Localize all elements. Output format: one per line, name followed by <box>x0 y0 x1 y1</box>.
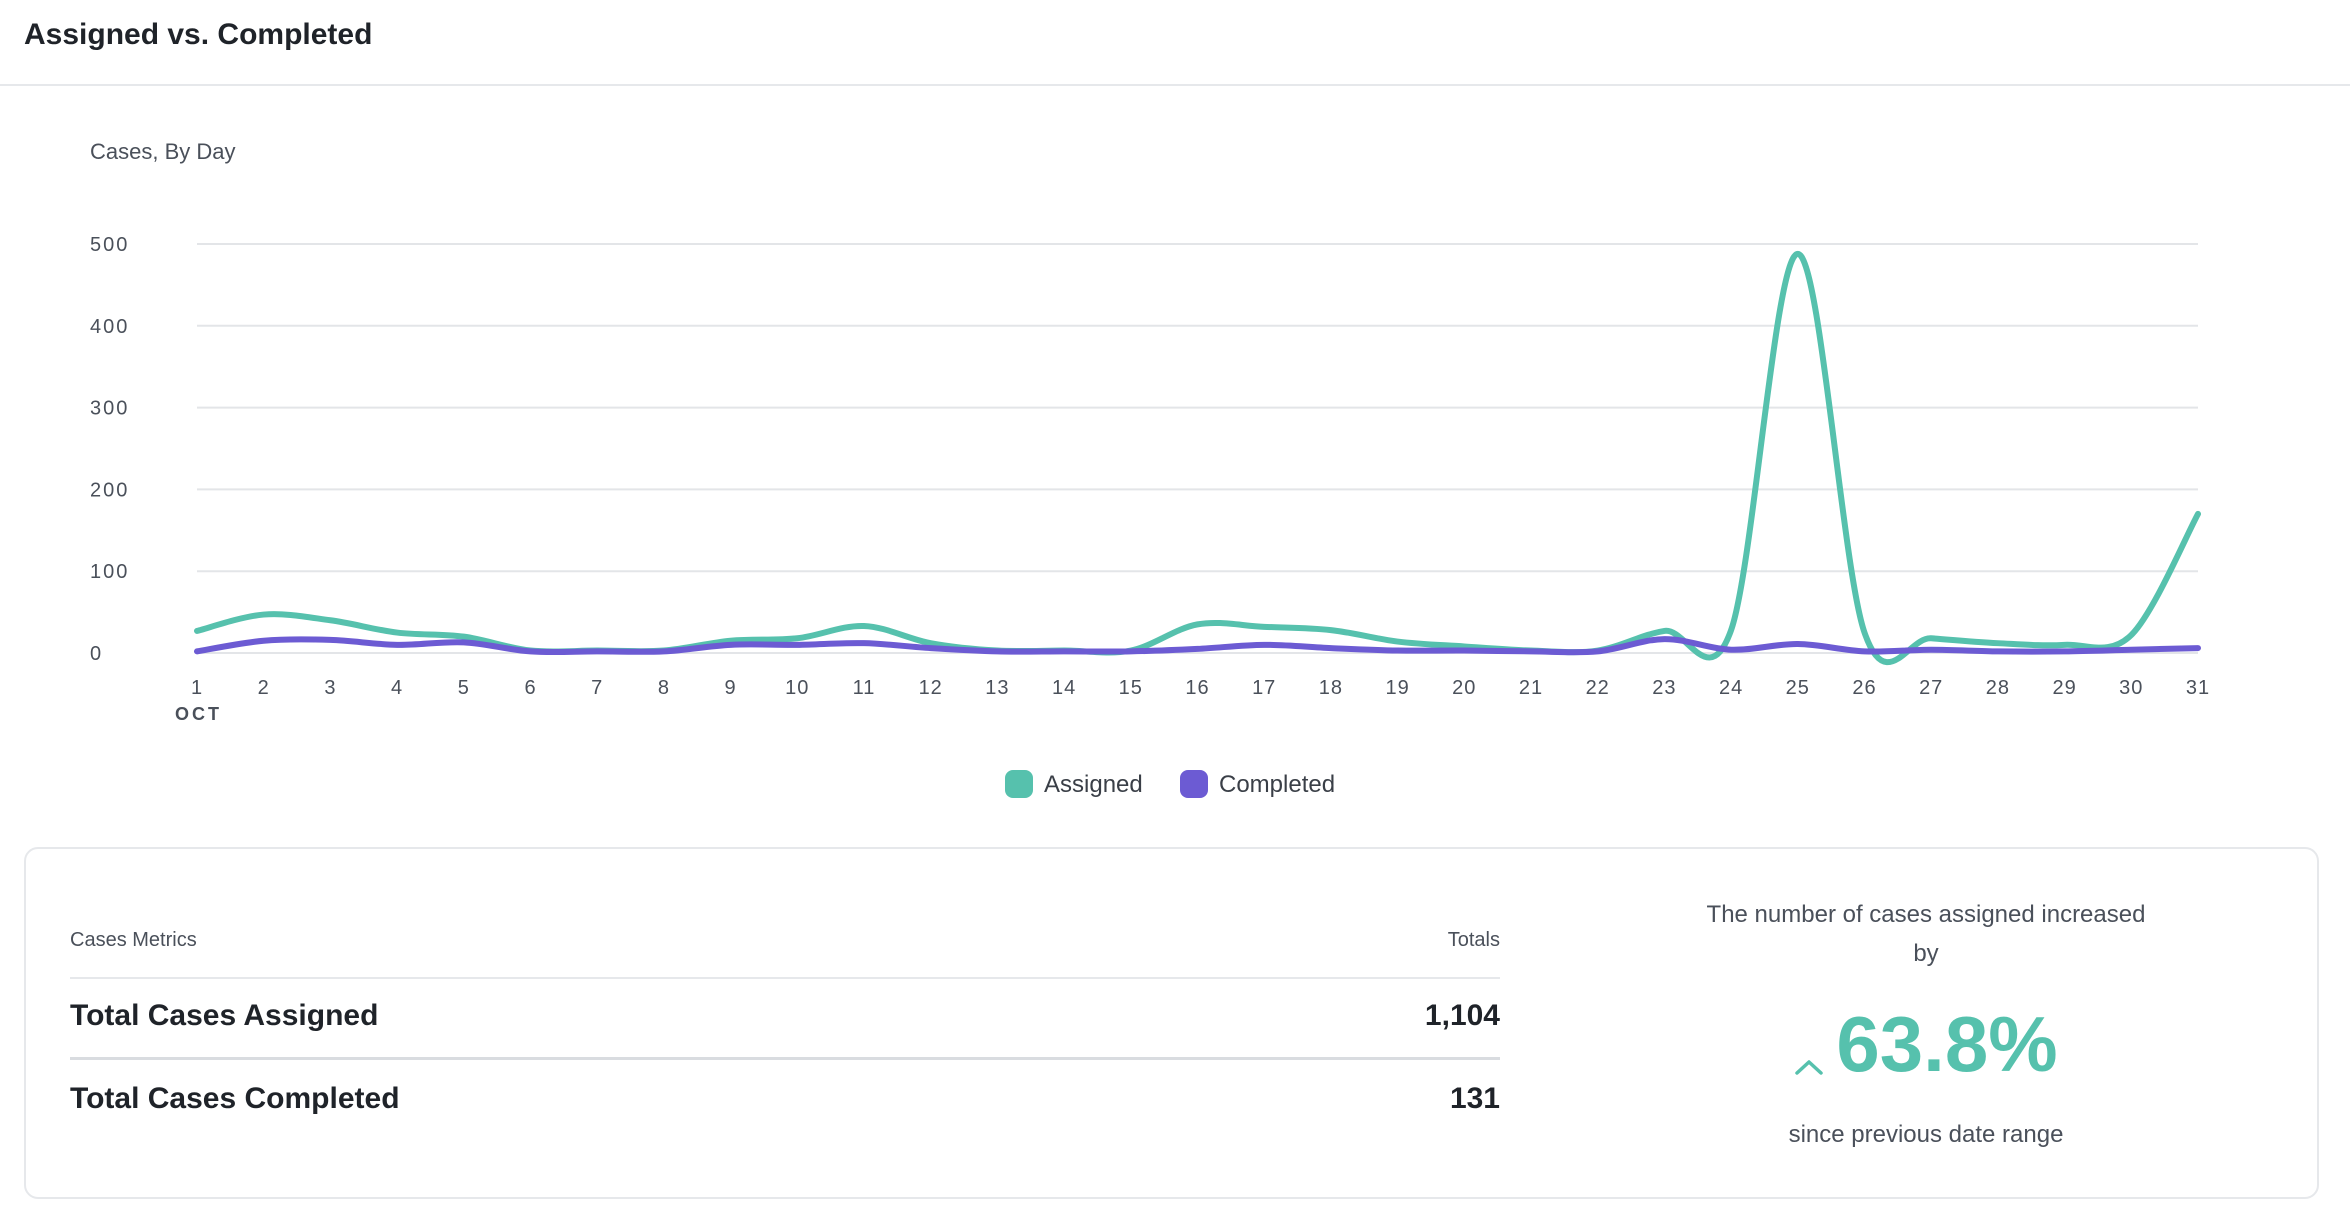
percent-change: 63.8% <box>1656 999 2196 1095</box>
x-tick-label: 14 <box>1052 677 1076 699</box>
x-tick-label: 26 <box>1852 677 1876 699</box>
legend-label: Completed <box>1219 771 1335 798</box>
x-tick-label: 15 <box>1119 677 1143 699</box>
y-tick-label: 300 <box>90 398 129 420</box>
x-tick-label: 30 <box>2119 677 2143 699</box>
x-tick-label: 17 <box>1252 677 1276 699</box>
x-tick-label: 19 <box>1385 677 1409 699</box>
x-axis-month-label: OCT <box>175 704 222 724</box>
metric-value: 1,104 <box>1424 999 1500 1032</box>
caret-up-icon <box>1794 1005 1824 1095</box>
column-header-metric: Cases Metrics <box>70 929 197 951</box>
x-tick-label: 28 <box>1986 677 2010 699</box>
y-tick-label: 500 <box>90 234 129 256</box>
y-tick-label: 200 <box>90 479 129 501</box>
chart-title: Cases, By Day <box>90 139 236 164</box>
metric-value: 131 <box>1449 1082 1500 1115</box>
legend-swatch <box>1005 770 1033 798</box>
metric-label: Total Cases Assigned <box>70 999 379 1032</box>
insight-text: The number of cases assigned increased b… <box>1656 895 2196 973</box>
x-tick-label: 5 <box>458 677 470 699</box>
y-tick-label: 100 <box>90 561 129 583</box>
insight-line-1: The number of cases assigned increased <box>1706 901 2146 928</box>
x-tick-label: 8 <box>658 677 670 699</box>
legend-label: Assigned <box>1044 771 1143 798</box>
series-line-assigned <box>194 250 2201 665</box>
x-tick-label: 18 <box>1319 677 1343 699</box>
x-tick-label: 4 <box>391 677 403 699</box>
x-tick-label: 21 <box>1519 677 1543 699</box>
x-tick-label: 31 <box>2186 677 2210 699</box>
series-line-completed <box>194 636 2201 656</box>
x-tick-label: 13 <box>985 677 1009 699</box>
x-tick-label: 7 <box>591 677 603 699</box>
metrics-table-header: Cases Metrics Totals <box>70 929 1500 979</box>
x-tick-label: 1 <box>191 677 203 699</box>
y-tick-label: 400 <box>90 316 129 338</box>
x-tick-label: 29 <box>2052 677 2076 699</box>
metrics-card: Cases Metrics Totals Total Cases Assigne… <box>24 847 2319 1199</box>
x-tick-label: 9 <box>725 677 737 699</box>
x-tick-label: 27 <box>1919 677 1943 699</box>
x-tick-label: 22 <box>1586 677 1610 699</box>
table-row: Total Cases Assigned 1,104 <box>70 977 1500 1060</box>
x-tick-label: 2 <box>258 677 270 699</box>
line-chart-container: Cases, By Day 0 100 200 300 400 500 1 2 3 4 5 6 7 8 9 10… <box>0 86 2350 826</box>
x-tick-label: 10 <box>785 677 809 699</box>
x-tick-label: 24 <box>1719 677 1743 699</box>
x-tick-label: 3 <box>324 677 336 699</box>
page-title: Assigned vs. Completed <box>24 18 373 51</box>
x-tick-label: 12 <box>919 677 943 699</box>
y-tick-label: 0 <box>90 643 103 665</box>
x-tick-label: 6 <box>524 677 536 699</box>
x-tick-label: 11 <box>853 677 876 699</box>
table-row: Total Cases Completed 131 <box>70 1060 1500 1140</box>
metric-label: Total Cases Completed <box>70 1082 400 1115</box>
x-tick-label: 23 <box>1652 677 1676 699</box>
card-header: Assigned vs. Completed <box>0 0 2350 86</box>
percent-value: 63.8% <box>1836 1000 2058 1088</box>
since-previous-label: since previous date range <box>1788 1121 2064 1148</box>
x-tick-label: 16 <box>1185 677 1209 699</box>
x-tick-label: 25 <box>1786 677 1810 699</box>
insight-line-2: by <box>1913 940 1939 967</box>
column-header-totals: Totals <box>1447 929 1500 951</box>
legend-swatch <box>1180 770 1208 798</box>
x-tick-label: 20 <box>1452 677 1476 699</box>
